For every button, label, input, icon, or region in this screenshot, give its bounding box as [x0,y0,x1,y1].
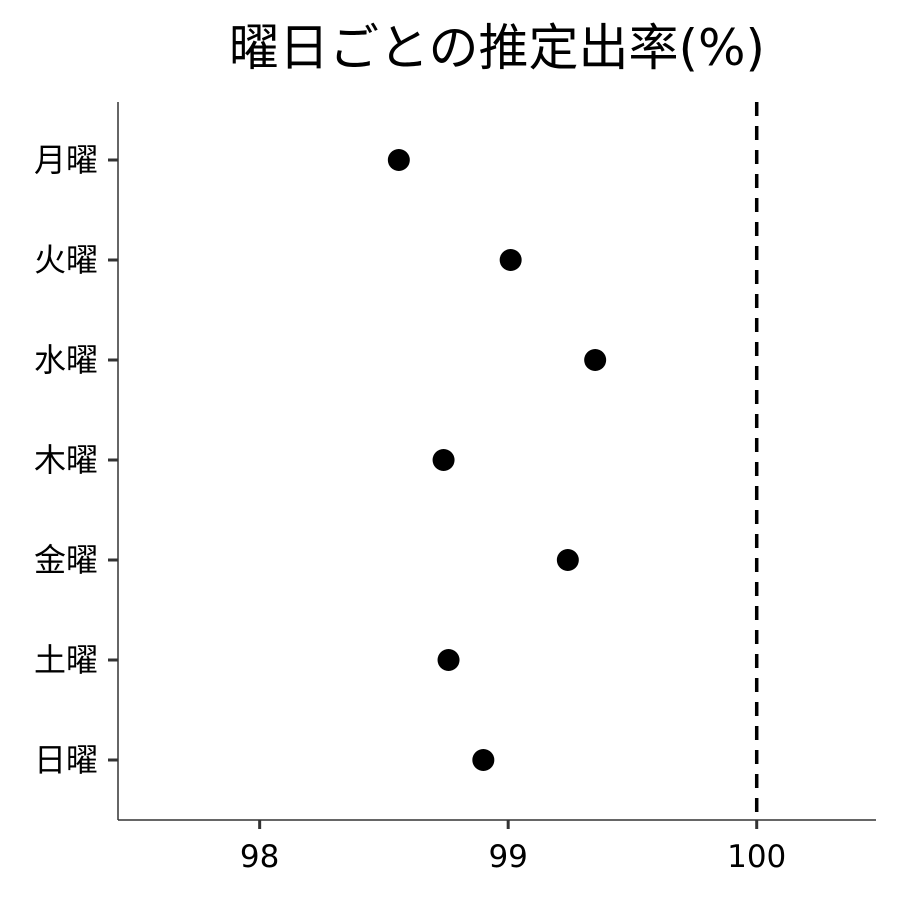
y-tick-label: 木曜 [34,441,98,479]
y-tick-label: 土曜 [34,641,98,679]
x-tick-label: 100 [727,839,786,875]
x-tick-label: 99 [488,839,527,875]
y-tick-label: 日曜 [34,741,98,779]
y-tick-label: 火曜 [34,241,98,279]
data-point [499,249,522,271]
data-point [472,749,495,771]
chart-title: 曜日ごとの推定出率(%) [229,19,765,77]
x-tick-label: 98 [240,839,279,875]
data-point [387,149,410,171]
y-tick-label: 月曜 [34,141,98,179]
y-tick-label: 金曜 [34,541,98,579]
data-point [556,549,579,571]
data-point [432,449,455,471]
y-tick-label: 水曜 [34,341,98,379]
data-point [437,649,460,671]
data-point [584,349,607,371]
